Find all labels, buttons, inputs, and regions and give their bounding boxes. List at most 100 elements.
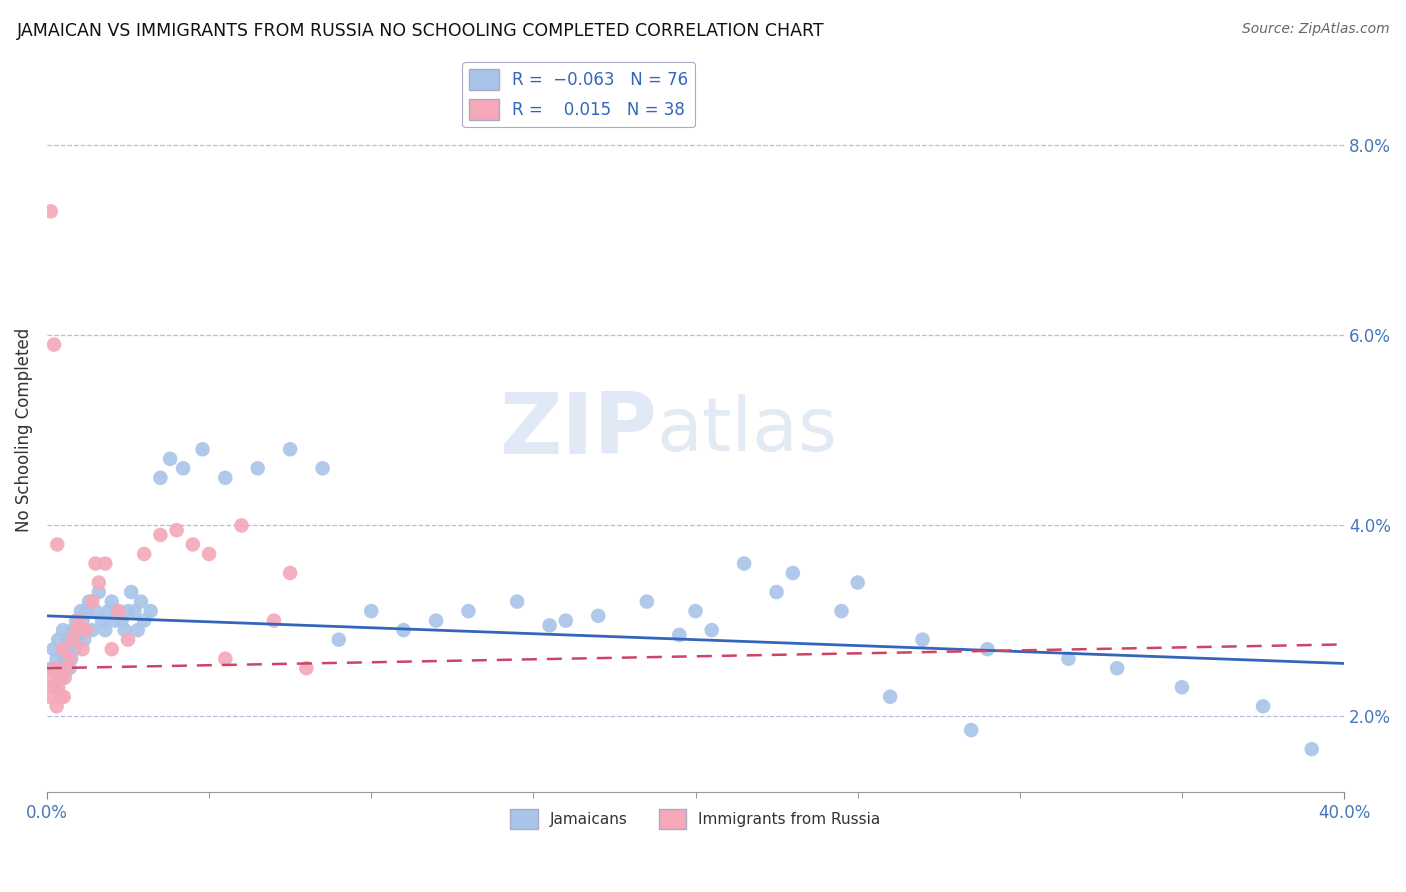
Point — [46, 632, 69, 647]
Point — [72, 642, 94, 657]
Point — [75, 623, 97, 637]
Point — [55, 642, 77, 657]
Point — [1171, 680, 1194, 694]
Point — [63, 642, 86, 657]
Point — [70, 604, 93, 618]
Point — [846, 575, 869, 590]
Point — [392, 623, 415, 637]
Point — [82, 594, 104, 608]
Point — [110, 614, 132, 628]
Point — [214, 471, 236, 485]
Legend: Jamaicans, Immigrants from Russia: Jamaicans, Immigrants from Russia — [505, 803, 887, 835]
Point — [62, 623, 84, 637]
Point — [278, 442, 301, 457]
Point — [782, 566, 804, 580]
Point — [124, 604, 146, 618]
Point — [67, 614, 90, 628]
Y-axis label: No Schooling Completed: No Schooling Completed — [15, 328, 32, 533]
Point — [75, 604, 97, 618]
Point — [55, 661, 77, 675]
Point — [120, 585, 142, 599]
Point — [49, 661, 72, 675]
Point — [91, 614, 114, 628]
Point — [1107, 661, 1129, 675]
Point — [45, 699, 67, 714]
Point — [107, 604, 129, 618]
Point — [53, 671, 76, 685]
Point — [84, 557, 107, 571]
Point — [911, 632, 934, 647]
Point — [65, 614, 87, 628]
Point — [246, 461, 269, 475]
Point — [1057, 651, 1080, 665]
Point — [976, 642, 998, 657]
Point — [117, 604, 139, 618]
Point — [82, 623, 104, 637]
Point — [733, 557, 755, 571]
Point — [77, 594, 100, 608]
Point — [1251, 699, 1274, 714]
Point — [214, 651, 236, 665]
Point — [67, 623, 90, 637]
Point — [765, 585, 787, 599]
Point — [311, 461, 333, 475]
Point — [41, 661, 63, 675]
Point — [149, 528, 172, 542]
Point — [84, 604, 107, 618]
Point — [100, 594, 122, 608]
Point — [49, 671, 72, 685]
Point — [56, 632, 79, 647]
Point — [134, 547, 156, 561]
Point — [425, 614, 447, 628]
Point — [60, 651, 83, 665]
Point — [39, 204, 62, 219]
Point — [129, 594, 152, 608]
Point — [52, 690, 75, 704]
Point — [586, 608, 609, 623]
Point — [94, 557, 117, 571]
Point — [149, 471, 172, 485]
Point — [134, 614, 156, 628]
Point — [65, 623, 87, 637]
Point — [278, 566, 301, 580]
Point — [263, 614, 285, 628]
Point — [87, 575, 110, 590]
Point — [181, 537, 204, 551]
Point — [42, 337, 65, 351]
Text: JAMAICAN VS IMMIGRANTS FROM RUSSIA NO SCHOOLING COMPLETED CORRELATION CHART: JAMAICAN VS IMMIGRANTS FROM RUSSIA NO SC… — [17, 22, 824, 40]
Point — [46, 537, 69, 551]
Point — [879, 690, 901, 704]
Point — [685, 604, 707, 618]
Point — [52, 642, 75, 657]
Text: Source: ZipAtlas.com: Source: ZipAtlas.com — [1241, 22, 1389, 37]
Point — [328, 632, 350, 647]
Point — [73, 632, 96, 647]
Text: ZIP: ZIP — [499, 389, 657, 472]
Point — [46, 680, 69, 694]
Point — [700, 623, 723, 637]
Point — [231, 518, 253, 533]
Point — [87, 585, 110, 599]
Point — [538, 618, 561, 632]
Point — [117, 632, 139, 647]
Point — [457, 604, 479, 618]
Point — [53, 651, 76, 665]
Point — [1301, 742, 1323, 756]
Point — [636, 594, 658, 608]
Point — [94, 623, 117, 637]
Point — [51, 690, 73, 704]
Point — [139, 604, 162, 618]
Point — [72, 614, 94, 628]
Point — [42, 680, 65, 694]
Point — [58, 661, 80, 675]
Point — [100, 642, 122, 657]
Point — [41, 671, 63, 685]
Point — [668, 628, 690, 642]
Point — [191, 442, 214, 457]
Point — [506, 594, 529, 608]
Point — [114, 623, 136, 637]
Point — [44, 661, 66, 675]
Point — [198, 547, 221, 561]
Point — [554, 614, 576, 628]
Point — [104, 614, 127, 628]
